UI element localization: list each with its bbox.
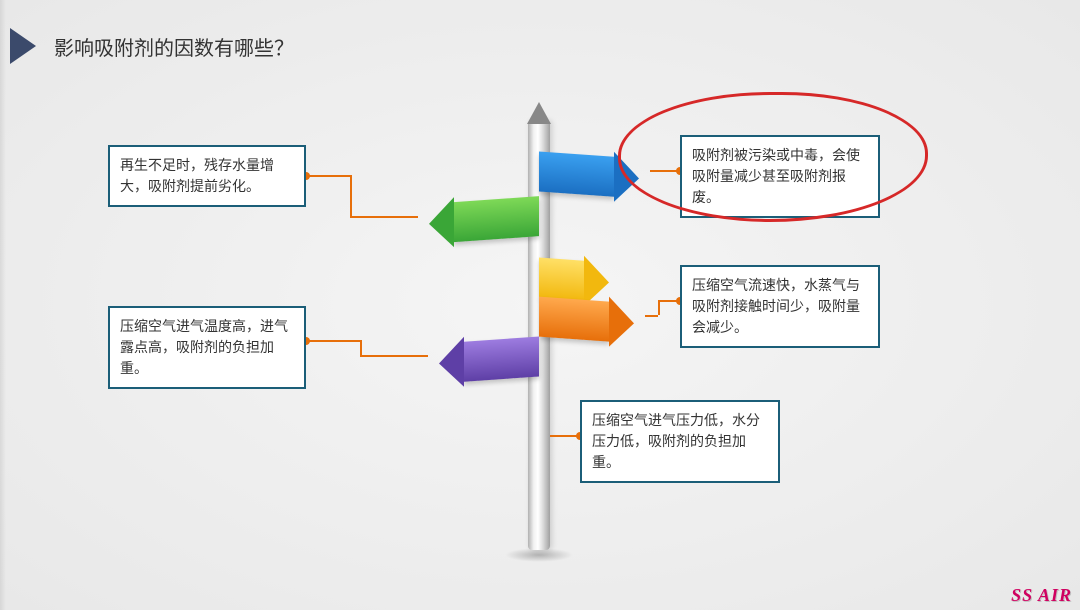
- callout-topleft: 再生不足时，残存水量增大，吸附剂提前劣化。: [108, 145, 306, 207]
- callout-midright: 压缩空气流速快，水蒸气与吸附剂接触时间少，吸附量会减少。: [680, 265, 880, 348]
- slide-title: 影响吸附剂的因数有哪些？: [54, 32, 294, 61]
- watermark-logo: SS AIR: [1011, 585, 1072, 606]
- pole-tip-icon: [527, 102, 551, 124]
- pole-shadow: [505, 548, 573, 562]
- callout-botright: 压缩空气进气压力低，水分压力低，吸附剂的负担加重。: [580, 400, 780, 483]
- slide-left-edge: [0, 0, 6, 610]
- sign-arrow-green: [429, 196, 539, 244]
- callout-midleft: 压缩空气进气温度高，进气露点高，吸附剂的负担加重。: [108, 306, 306, 389]
- title-arrow-icon: [10, 28, 36, 64]
- sign-arrow-purple: [439, 337, 539, 384]
- slide-title-bar: 影响吸附剂的因数有哪些？: [10, 28, 294, 64]
- sign-arrow-orange: [539, 297, 634, 344]
- hand-drawn-circle-annotation: [618, 92, 928, 222]
- sign-arrow-yellow: [539, 258, 609, 303]
